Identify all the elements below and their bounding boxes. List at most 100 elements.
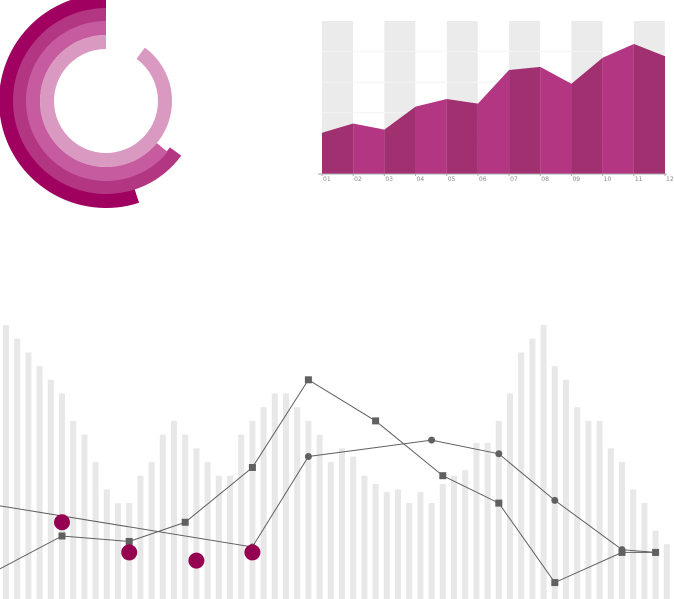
bar-53 [585,420,592,599]
line-series-2 [0,439,656,553]
area-segment-10 [602,43,634,175]
series-1-point-3 [125,537,133,545]
bar-49 [540,325,547,599]
bar-47 [518,352,525,599]
bar-3 [25,352,32,599]
series-2-point-7 [618,546,626,554]
bar-1 [3,325,9,599]
bar-57 [630,489,637,599]
area-x-tick-label-10: 10 [604,176,612,183]
bar-6 [59,393,65,599]
bar-11 [115,503,121,599]
progress-ring-4 [40,35,173,167]
area-x-tick-label-04: 04 [417,176,425,183]
bar-10 [103,489,110,599]
bar-43 [473,442,480,599]
area-segment-09 [571,57,603,174]
area-x-tick-label-05: 05 [448,176,456,183]
bar-16 [171,420,177,599]
area-x-tick-label-09: 09 [572,176,580,183]
area-x-tick-label-06: 06 [479,176,487,183]
bar-39 [428,503,435,599]
bar-2 [14,338,21,599]
bar-17 [182,434,189,599]
series-3-point-1 [54,514,70,531]
bar-38 [417,492,424,599]
area-segment-02 [353,123,385,174]
progress-ring-3 [25,21,168,182]
area-segment-01 [322,123,354,174]
bar-59 [652,530,659,599]
radial-progress-chart [0,0,182,208]
series-1-point-2 [58,532,66,540]
bar-37 [406,503,413,599]
area-segment-04 [415,99,447,174]
area-x-tick-label-12: 12 [666,176,674,183]
bar-40 [439,483,446,599]
bar-4 [36,366,43,599]
area-segment-07 [509,66,541,174]
series-1-point-8 [439,472,447,480]
bar-5 [47,379,54,599]
series-2-point-4 [428,436,436,444]
bar-29 [316,434,323,599]
bar-18 [193,448,200,599]
bar-20 [215,475,222,599]
series-3-point-2 [121,544,138,561]
area-segment-03 [384,106,416,174]
area-x-tick-label-08: 08 [541,176,549,183]
bar-25 [271,393,278,599]
bar-26 [283,393,289,599]
bar-32 [350,456,357,599]
area-x-tick-label-02: 02 [354,176,362,183]
area-chart: 01 02 03 04 05 06 07 08 09 10 11 12 [318,21,674,183]
bar-33 [361,475,368,599]
bar-15 [159,434,166,599]
bar-36 [395,489,401,599]
series-1-point-10 [551,579,559,587]
series-2-point-8 [652,548,660,556]
area-segment-08 [540,66,572,174]
series-2-point-6 [551,496,559,504]
bar-27 [294,407,301,599]
bar-line-chart [0,325,670,599]
bar-46 [507,393,513,599]
series-1-point-7 [372,417,380,425]
bar-30 [327,462,334,599]
bar-50 [551,366,558,599]
bar-19 [204,462,211,599]
bar-55 [607,448,614,599]
bar-21 [227,475,233,599]
area-x-tick-label-03: 03 [385,176,393,183]
bar-52 [574,407,581,599]
bar-7 [70,420,77,599]
series-1-point-9 [495,499,503,507]
bar-28 [305,420,312,599]
bar-34 [372,483,379,599]
bar-54 [596,420,603,599]
series-1-point-4 [181,518,189,526]
series-2-point-5 [495,450,503,458]
area-segment-06 [477,69,510,174]
bar-56 [619,462,625,599]
bar-31 [339,448,345,599]
bar-9 [92,462,99,599]
bar-48 [529,338,536,599]
series-2-point-3 [304,453,312,461]
bar-22 [238,434,245,599]
bar-23 [249,420,256,599]
line-series-1 [0,379,656,584]
bar-51 [563,379,569,599]
area-x-tick-label-01: 01 [323,176,331,183]
series-1-point-5 [248,463,256,471]
bar-24 [260,407,267,599]
bar-45 [495,420,502,599]
series-3-point-3 [188,552,205,569]
bar-60 [663,544,670,599]
bar-35 [383,492,390,599]
series-1-point-6 [304,376,312,384]
bar-44 [484,442,491,599]
area-x-tick-label-11: 11 [635,176,643,183]
bar-8 [81,434,88,599]
